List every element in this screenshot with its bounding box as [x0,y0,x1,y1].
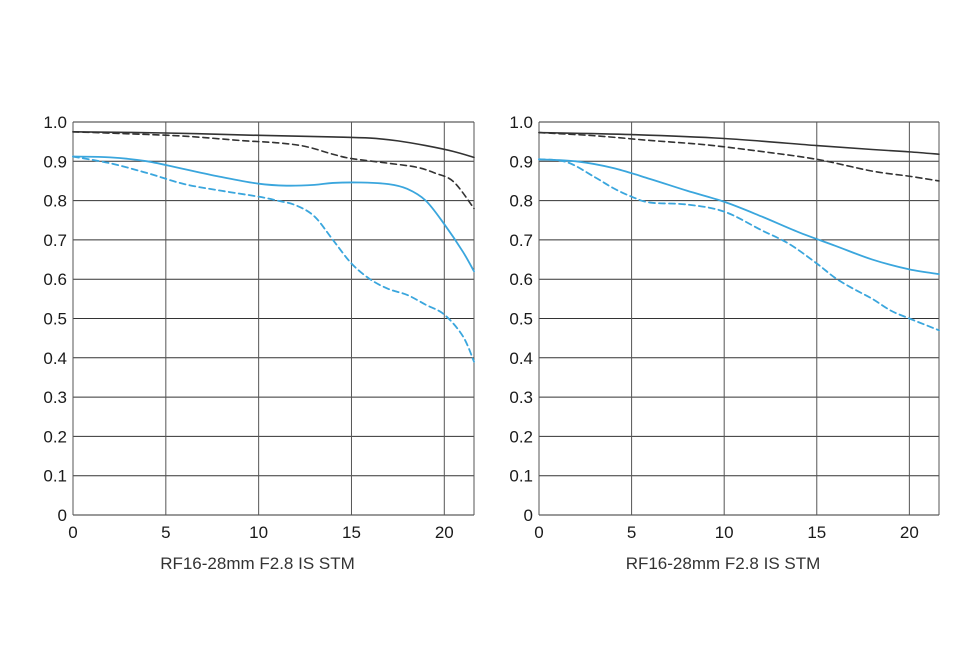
y-tick-label: 0.9 [43,152,67,171]
y-tick-label: 0.7 [509,231,533,250]
mtf-series-line [72,131,475,159]
x-tick-label: 20 [435,523,454,542]
left-mtf-chart: 0 0.1 0.2 0.3 0.4 0.5 0.6 0.7 0.8 0.9 1.0 0 5 10 15 20 R… [43,113,475,573]
y-tick-label: 0.8 [43,192,67,211]
x-tick-label: 15 [807,523,826,542]
y-tick-label: 0.3 [43,388,67,407]
y-tick-label: 0.8 [509,192,533,211]
y-tick-label: 0.2 [509,427,533,446]
right-mtf-chart: 0 0.1 0.2 0.3 0.4 0.5 0.6 0.7 0.8 0.9 1.0 0 5 10 15 20 R… [509,113,940,573]
lens-caption: RF16-28mm F2.8 IS STM [626,554,821,573]
y-tick-label: 1.0 [43,113,67,132]
x-tick-label: 10 [715,523,734,542]
mtf-series-line [538,131,940,182]
y-tick-label: 0.6 [43,270,67,289]
mtf-series-line [72,155,475,273]
y-tick-label: 0.5 [509,310,533,329]
y-tick-label: 0.7 [43,231,67,250]
y-tick-label: 0.9 [509,152,533,171]
y-tick-label: 0.4 [509,349,533,368]
x-tick-label: 15 [342,523,361,542]
x-tick-label: 5 [627,523,636,542]
y-tick-label: 0.6 [509,270,533,289]
y-tick-label: 0.2 [43,427,67,446]
y-tick-label: 0.1 [43,467,67,486]
x-tick-label: 5 [161,523,170,542]
y-tick-label: 1.0 [509,113,533,132]
y-tick-label: 0 [524,506,533,525]
mtf-series-line [72,131,475,210]
y-tick-label: 0.1 [509,467,533,486]
y-tick-label: 0 [58,506,67,525]
mtf-series-line [72,155,475,363]
x-tick-label: 0 [68,523,77,542]
x-tick-label: 0 [534,523,543,542]
lens-caption: RF16-28mm F2.8 IS STM [160,554,355,573]
y-tick-label: 0.5 [43,310,67,329]
y-tick-label: 0.3 [509,388,533,407]
mtf-series-line [538,158,940,275]
x-tick-label: 20 [900,523,919,542]
y-tick-label: 0.4 [43,349,67,368]
mtf-series-line [538,158,940,332]
x-tick-label: 10 [249,523,268,542]
mtf-series-line [538,131,940,156]
